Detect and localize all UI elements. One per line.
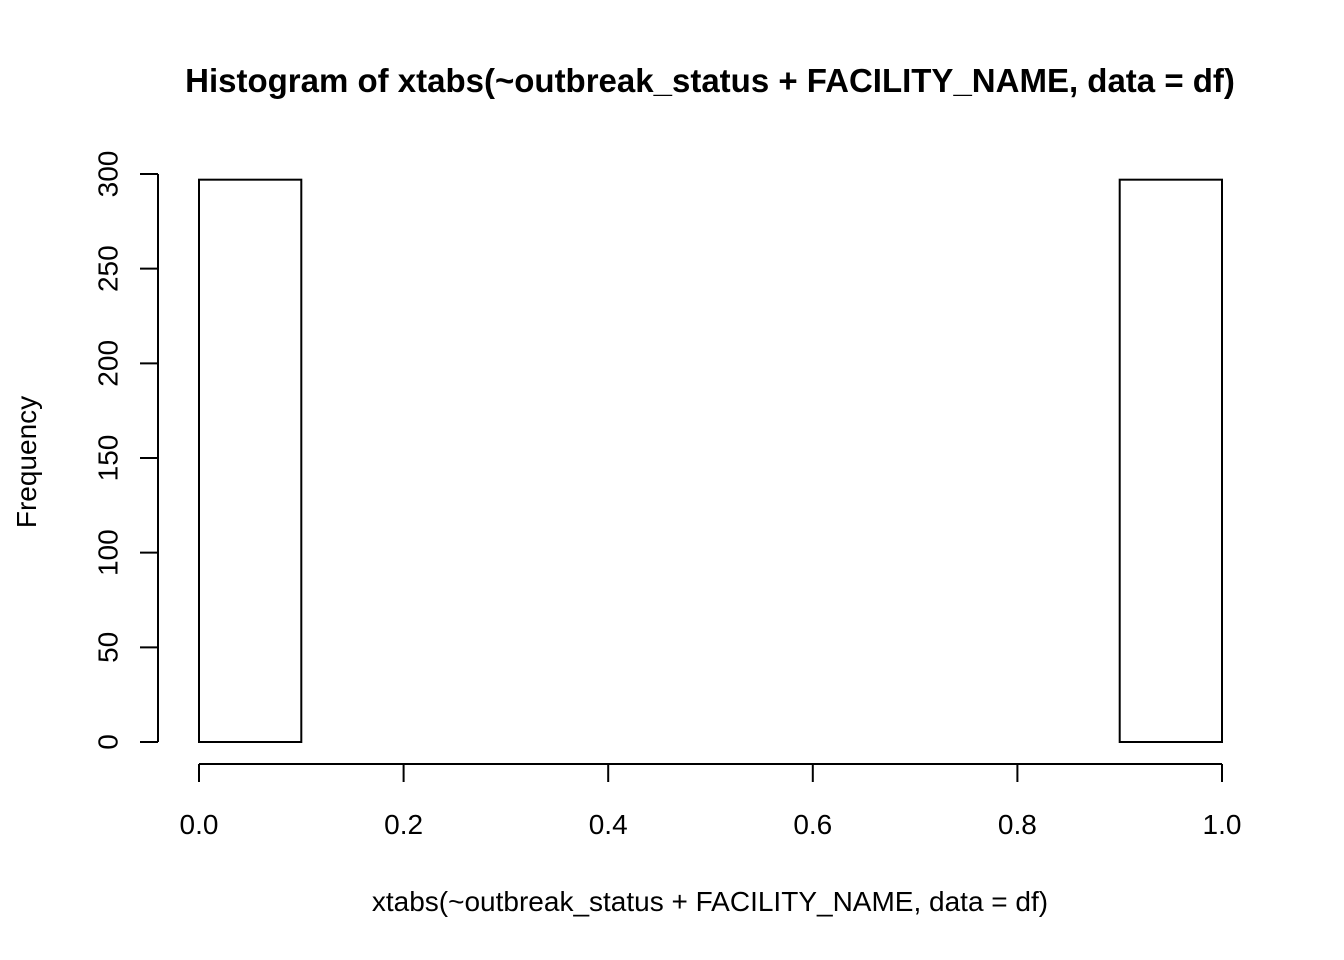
chart-title: Histogram of xtabs(~outbreak_status + FA…	[185, 62, 1235, 99]
x-tick-label-1: 0.2	[384, 809, 423, 840]
bars-group	[198, 178, 1223, 743]
y-tick-label-6: 300	[92, 151, 123, 198]
y-axis-label: Frequency	[11, 396, 42, 528]
y-axis: 0 50 100 150 200 250 300	[92, 151, 159, 750]
y-tick-label-2: 100	[92, 529, 123, 576]
y-tick-label-3: 150	[92, 435, 123, 482]
x-axis: 0.0 0.2 0.4 0.6 0.8 1.0	[180, 763, 1242, 840]
x-tick-label-4: 0.8	[998, 809, 1037, 840]
x-tick-label-2: 0.4	[589, 809, 628, 840]
histogram-bar-9	[1118, 178, 1223, 743]
x-tick-label-5: 1.0	[1203, 809, 1242, 840]
y-tick-label-4: 200	[92, 340, 123, 387]
y-tick-label-1: 50	[92, 632, 123, 663]
y-tick-label-5: 250	[92, 245, 123, 292]
histogram-bar-0	[198, 178, 303, 743]
x-axis-label: xtabs(~outbreak_status + FACILITY_NAME, …	[372, 886, 1048, 917]
x-tick-label-0: 0.0	[180, 809, 219, 840]
x-tick-label-3: 0.6	[793, 809, 832, 840]
y-tick-label-0: 0	[92, 734, 123, 750]
